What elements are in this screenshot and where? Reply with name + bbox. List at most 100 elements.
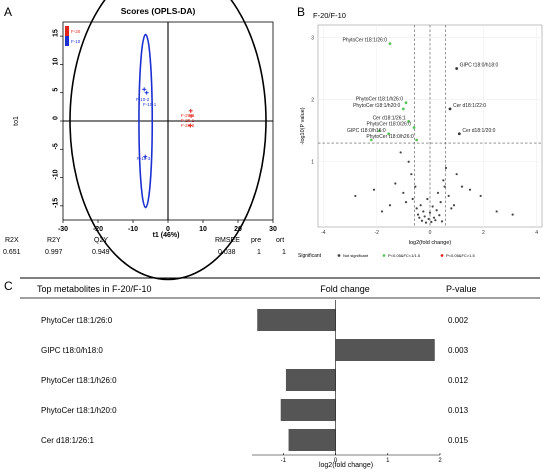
panel-a-title: Scores (OPLS-DA) (121, 6, 196, 16)
legend-label-down: P<0.05&FC<1/1.5 (388, 253, 421, 258)
summary-header-pre: pre (251, 237, 261, 244)
panel-a-xlabel: t1 (46%) (153, 232, 180, 239)
volcano-point-not-significant (414, 185, 417, 188)
c-x-tick-label: 0 (334, 458, 338, 464)
volcano-point-not-significant (415, 207, 418, 210)
summary-header-q2y: Q2Y (94, 237, 108, 244)
volcano-point-not-significant (410, 173, 413, 176)
legend-marker-down (382, 254, 386, 257)
b-y-tick-label: 3 (311, 35, 314, 41)
volcano-point-not-significant (423, 215, 426, 218)
volcano-point-not-significant (418, 216, 421, 219)
volcano-point-not-significant (427, 217, 430, 221)
fold-change-bar (280, 399, 336, 421)
volcano-point-down (412, 126, 416, 129)
volcano-point-up (457, 132, 461, 136)
volcano-point-not-significant (439, 201, 442, 204)
volcano-point-label: GIPC t18:0/h18:0 (460, 63, 499, 69)
volcano-point-label: PhytoCer t18:1/26:0 (343, 38, 388, 44)
table-header-metabolite: Top metabolites in F-20/F-10 (37, 284, 152, 294)
a-x-tick-label: -10 (128, 226, 138, 233)
score-point-f-20 (189, 113, 194, 118)
legend-label-not-significant: Not significant (343, 253, 369, 258)
volcano-point-not-significant (431, 205, 434, 208)
volcano-point-up (448, 107, 452, 111)
legend-swatch-f20 (65, 26, 69, 36)
volcano-point-down (404, 101, 408, 105)
table-row: GIPC t18:0/h18:0 0.003 (41, 339, 469, 361)
fold-change-bar (335, 339, 435, 361)
volcano-point-not-significant (455, 173, 458, 176)
a-x-tick-label: 0 (166, 226, 170, 233)
volcano-point-not-significant (420, 219, 424, 222)
a-y-tick-label: 5 (53, 88, 60, 92)
b-x-tick-label: 4 (535, 230, 538, 236)
point-label-f20-1: F-20-1 (181, 118, 195, 123)
legend-marker-up (440, 254, 444, 257)
table-row: PhytoCer t18:1/h20:0 0.013 (41, 399, 469, 421)
p-value: 0.013 (448, 406, 469, 415)
volcano-point-not-significant (432, 216, 436, 219)
volcano-point-not-significant (460, 185, 464, 188)
p-value: 0.002 (448, 316, 469, 325)
b-y-tick-label: 2 (311, 98, 314, 104)
volcano-point-label: Cer d18:1/26:1 (373, 115, 406, 121)
summary-value-ort: 1 (282, 249, 286, 256)
volcano-point-not-significant (419, 204, 422, 207)
fold-change-bar (285, 369, 336, 391)
legend-label-f20: F-20 (71, 29, 81, 34)
panel-c-xlabel: log2(fold change) (319, 462, 373, 469)
table-row: Cer d18:1/26:1 0.015 (41, 429, 469, 451)
score-point-f-10 (144, 90, 149, 95)
b-x-tick-label: 0 (429, 230, 432, 236)
legend-label-up: P<0.05&FC>1.5 (446, 253, 475, 258)
volcano-point-down (415, 138, 419, 142)
volcano-point-not-significant (468, 188, 472, 191)
p-value: 0.015 (448, 436, 469, 445)
volcano-point-label: PhytoCer t18:0/h26:0 (366, 134, 413, 140)
c-x-tick-label: 1 (386, 458, 390, 464)
volcano-point-not-significant (436, 191, 440, 194)
fold-change-bar (257, 309, 336, 331)
volcano-point-label: PhytoCer t18:0/26:0 (367, 122, 412, 128)
volcano-point-not-significant (380, 210, 384, 213)
volcano-point-label: Cer d18:1/22:0 (453, 103, 486, 109)
volcano-point-down (370, 138, 373, 142)
volcano-point-not-significant (354, 194, 357, 198)
point-label-f20-2: F-20-2 (181, 123, 195, 128)
b-y-tick-label: 1 (311, 160, 314, 166)
point-label-f10-3: F-10-3 (137, 156, 151, 161)
score-point-f-20 (188, 108, 193, 113)
legend-marker-not-significant (337, 254, 341, 257)
b-x-tick-label: -2 (374, 230, 379, 236)
volcano-point-not-significant (440, 220, 444, 223)
volcano-point-not-significant (416, 213, 420, 216)
volcano-point-not-significant (404, 201, 408, 204)
panel-b-volcano-plot: F-20/F-10 -4 -2 0 2 4 1 2 3 PhytoCer t18:1/26:… (298, 11, 543, 259)
b-x-tick-label: 2 (482, 230, 485, 236)
metabolite-name: GIPC t18:0/h18:0 (41, 346, 103, 355)
summary-header-r2x: R2X (5, 237, 19, 244)
volcano-point-not-significant (511, 213, 514, 216)
panel-b-legend-title: Significant (298, 253, 322, 259)
b-x-tick-label: -4 (321, 230, 326, 236)
hotelling-ellipse (69, 0, 267, 281)
point-label-f10-2: F-10-2 (136, 97, 150, 102)
panel-c-fold-change-table: Top metabolites in F-20/F-10 Fold change… (20, 277, 540, 469)
a-y-tick-label: -5 (53, 143, 60, 149)
panel-c-letter: C (4, 279, 13, 293)
a-y-tick-label: -10 (53, 169, 60, 179)
score-point-f-10 (142, 87, 147, 92)
summary-value-r2x: 0.651 (3, 249, 21, 256)
volcano-point-not-significant (452, 204, 456, 207)
metabolite-name: PhytoCer t18:1/h26:0 (41, 376, 117, 385)
volcano-point-down (387, 132, 391, 136)
a-x-tick-label: -20 (93, 226, 103, 233)
summary-header-r2y: R2Y (47, 237, 61, 244)
volcano-point-not-significant (428, 211, 432, 214)
volcano-point-not-significant (447, 194, 450, 198)
volcano-point-not-significant (443, 185, 446, 188)
volcano-point-not-significant (438, 214, 441, 217)
summary-header-rmsee: RMSEE (215, 237, 240, 244)
